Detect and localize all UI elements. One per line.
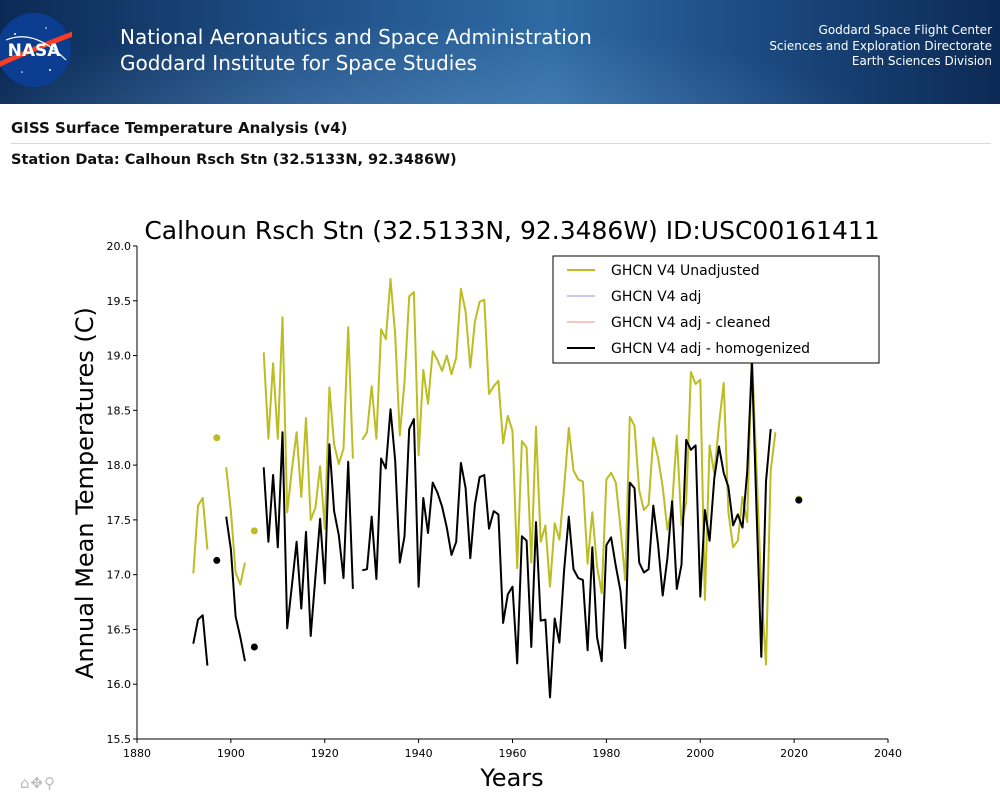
legend-label: GHCN V4 adj - homogenized xyxy=(611,341,810,357)
y-tick-label: 16.0 xyxy=(107,678,132,691)
nasa-logo[interactable]: NASA xyxy=(0,10,72,90)
org-division: Goddard Space Flight Center Sciences and… xyxy=(769,23,992,70)
x-tick-label: 1920 xyxy=(311,747,339,760)
legend-label: GHCN V4 adj xyxy=(611,289,701,305)
x-tick-label: 2040 xyxy=(874,747,902,760)
plot-toolbar: ⌂✥⚲ xyxy=(20,774,56,792)
page-title: GISS Surface Temperature Analysis (v4) xyxy=(11,119,348,137)
series-line xyxy=(262,316,354,530)
temperature-chart: 1880 1900 1920 1940 1960 1980 2000 2020 2040 15.5… xyxy=(71,216,902,792)
x-tick-label: 2000 xyxy=(686,747,714,760)
series-point xyxy=(795,496,803,504)
org-division-line3[interactable]: Earth Sciences Division xyxy=(851,54,992,68)
x-tick-label: 1980 xyxy=(592,747,620,760)
series-point xyxy=(213,556,221,564)
y-tick-label: 19.5 xyxy=(107,295,132,308)
header-banner: NASA National Aeronautics and Space Admi… xyxy=(0,0,1000,104)
legend-box xyxy=(552,255,880,364)
home-icon[interactable]: ⌂ xyxy=(20,774,31,792)
x-tick-label: 1900 xyxy=(217,747,245,760)
series-line xyxy=(361,277,777,666)
series-point xyxy=(213,434,221,442)
series-point xyxy=(250,643,258,651)
series-line xyxy=(225,467,246,586)
x-axis-label: Years xyxy=(479,764,543,792)
y-tick-label: 16.5 xyxy=(107,623,132,636)
org-division-line1[interactable]: Goddard Space Flight Center xyxy=(818,23,992,37)
org-title: National Aeronautics and Space Administr… xyxy=(120,24,592,76)
x-tick-label: 1960 xyxy=(499,747,527,760)
divider xyxy=(11,143,991,144)
x-tick-label: 1940 xyxy=(405,747,433,760)
series-line xyxy=(362,361,772,699)
series-line xyxy=(262,431,354,637)
y-tick-label: 20.0 xyxy=(107,240,132,253)
series-point xyxy=(250,527,258,535)
pan-icon[interactable]: ✥ xyxy=(30,774,45,792)
org-title-line2: Goddard Institute for Space Studies xyxy=(120,51,478,75)
y-tick-label: 18.5 xyxy=(107,404,132,417)
y-tick-label: 17.0 xyxy=(107,569,132,582)
legend-label: GHCN V4 adj - cleaned xyxy=(611,315,770,331)
y-tick-label: 18.0 xyxy=(107,459,132,472)
station-heading: Station Data: Calhoun Rsch Stn (32.5133N… xyxy=(11,152,457,168)
legend-label: GHCN V4 Unadjusted xyxy=(611,263,760,279)
y-tick-label: 19.0 xyxy=(107,350,132,363)
y-tick-label: 17.5 xyxy=(107,514,132,527)
svg-text:NASA: NASA xyxy=(8,41,62,61)
x-tick-label: 2020 xyxy=(780,747,808,760)
y-tick-label: 15.5 xyxy=(107,733,132,746)
series-line xyxy=(225,516,246,662)
x-tick-label: 1880 xyxy=(123,747,151,760)
org-division-line2[interactable]: Sciences and Exploration Directorate xyxy=(769,38,992,53)
y-axis-label: Annual Mean Temperatures (C) xyxy=(71,307,99,679)
series-line xyxy=(192,497,209,574)
chart-title: Calhoun Rsch Stn (32.5133N, 92.3486W) ID… xyxy=(144,216,879,245)
series-line xyxy=(192,614,209,666)
org-title-line1: National Aeronautics and Space Administr… xyxy=(120,25,592,49)
zoom-icon[interactable]: ⚲ xyxy=(44,774,57,792)
